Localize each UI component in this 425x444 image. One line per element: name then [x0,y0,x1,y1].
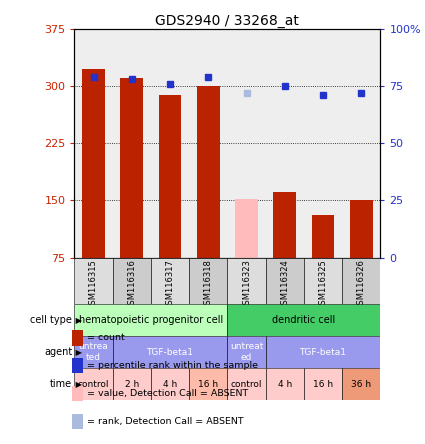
Bar [273,192,296,258]
Text: cell type: cell type [30,315,72,325]
Text: ▶: ▶ [73,316,82,325]
Text: 36 h: 36 h [351,380,371,388]
Bar [227,304,380,336]
Bar [189,258,227,304]
Title: GDS2940 / 33268_at: GDS2940 / 33268_at [156,14,299,28]
Bar [266,258,304,304]
Text: GSM116323: GSM116323 [242,259,251,310]
Text: GSM116317: GSM116317 [165,259,175,310]
Text: = count: = count [87,333,125,342]
Bar [235,199,258,258]
Bar [266,336,380,368]
Text: GSM116316: GSM116316 [127,259,136,310]
Bar [159,95,181,258]
Text: hematopoietic progenitor cell: hematopoietic progenitor cell [79,315,223,325]
Text: ▶: ▶ [73,348,82,357]
Text: 16 h: 16 h [198,380,218,388]
Bar [74,258,113,304]
Text: untrea
ted: untrea ted [79,342,108,362]
Bar [72,330,83,345]
Text: TGF-beta1: TGF-beta1 [147,348,193,357]
Bar [197,86,220,258]
Bar [227,258,266,304]
Text: ▶: ▶ [73,380,82,388]
Text: TGF-beta1: TGF-beta1 [300,348,346,357]
Text: = rank, Detection Call = ABSENT: = rank, Detection Call = ABSENT [87,417,244,426]
Bar [74,304,227,336]
Bar [113,258,151,304]
Bar [151,368,189,400]
Text: agent: agent [44,347,72,357]
Text: = percentile rank within the sample: = percentile rank within the sample [87,361,258,370]
Text: 4 h: 4 h [278,380,292,388]
Bar [304,258,342,304]
Text: control: control [78,380,109,388]
Bar [266,368,304,400]
Text: GSM116315: GSM116315 [89,259,98,309]
Bar [72,386,83,401]
Bar [113,336,227,368]
Bar [74,336,113,368]
Bar [342,368,380,400]
Bar [227,336,266,368]
Text: GSM116325: GSM116325 [318,259,328,309]
Bar [74,368,113,400]
Text: untreat
ed: untreat ed [230,342,263,362]
Text: control: control [231,380,262,388]
Bar [72,414,83,429]
Bar [120,79,143,258]
Bar [151,258,189,304]
Bar [189,368,227,400]
Bar [312,215,334,258]
Bar [342,258,380,304]
Text: GSM116318: GSM116318 [204,259,213,310]
Text: 4 h: 4 h [163,380,177,388]
Text: 2 h: 2 h [125,380,139,388]
Bar [227,368,266,400]
Text: 16 h: 16 h [313,380,333,388]
Text: GSM116324: GSM116324 [280,259,289,309]
Bar [350,200,373,258]
Text: time: time [50,379,72,389]
Bar [113,368,151,400]
Bar [82,69,105,258]
Text: GSM116326: GSM116326 [357,259,366,310]
Bar [72,358,83,373]
Bar [304,368,342,400]
Text: = value, Detection Call = ABSENT: = value, Detection Call = ABSENT [87,389,248,398]
Text: dendritic cell: dendritic cell [272,315,335,325]
